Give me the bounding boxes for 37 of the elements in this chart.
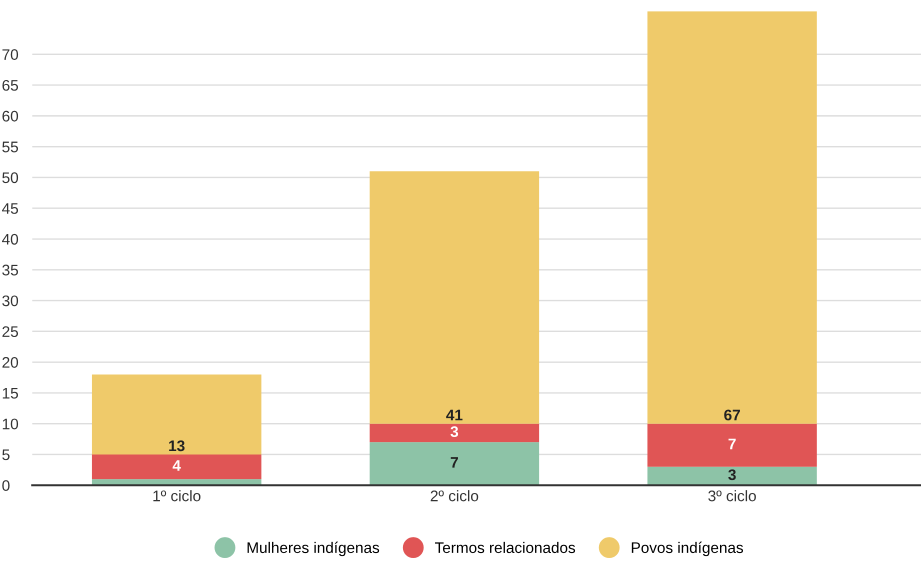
y-tick-label: 60 — [2, 110, 18, 122]
data-label: 67 — [724, 410, 740, 420]
bar — [647, 424, 817, 467]
legend-label: Povos indígenas — [632, 542, 744, 556]
legend-label: Termos relacionados — [435, 542, 576, 554]
data-label: 7 — [728, 438, 736, 450]
bar — [92, 454, 262, 480]
data-label: 41 — [446, 410, 462, 420]
y-tick-label: 55 — [2, 142, 18, 152]
y-tick-label: 65 — [2, 80, 18, 91]
y-tick-label: 20 — [2, 357, 18, 368]
bar — [92, 374, 262, 454]
bar — [370, 171, 540, 424]
y-tick-label: 50 — [2, 172, 18, 184]
y-tick-label: 5 — [2, 450, 10, 460]
data-label: 7 — [450, 457, 458, 468]
data-label: 13 — [169, 440, 185, 452]
x-tick-label: 1º ciclo — [153, 490, 200, 502]
legend-label: Mulheres indígenas — [248, 542, 380, 556]
data-label: 3 — [728, 469, 736, 480]
bar — [647, 11, 817, 424]
y-tick-label: 40 — [2, 234, 18, 245]
y-tick-label: 15 — [2, 388, 18, 399]
x-tick-label: 3º ciclo — [708, 490, 756, 502]
y-tick-label: 70 — [2, 49, 18, 60]
y-tick-label: 30 — [2, 295, 18, 306]
data-label: 4 — [172, 460, 181, 471]
bar — [370, 442, 540, 486]
data-label: 3 — [450, 426, 458, 438]
y-tick-label: 45 — [2, 203, 18, 214]
bar — [370, 424, 540, 442]
y-tick-label: 10 — [2, 418, 18, 430]
y-tick-label: 35 — [2, 264, 18, 276]
y-tick-label: 0 — [2, 480, 10, 491]
bar — [647, 466, 817, 486]
y-tick-label: 25 — [2, 326, 18, 338]
x-tick-label: 2º ciclo — [430, 490, 478, 502]
